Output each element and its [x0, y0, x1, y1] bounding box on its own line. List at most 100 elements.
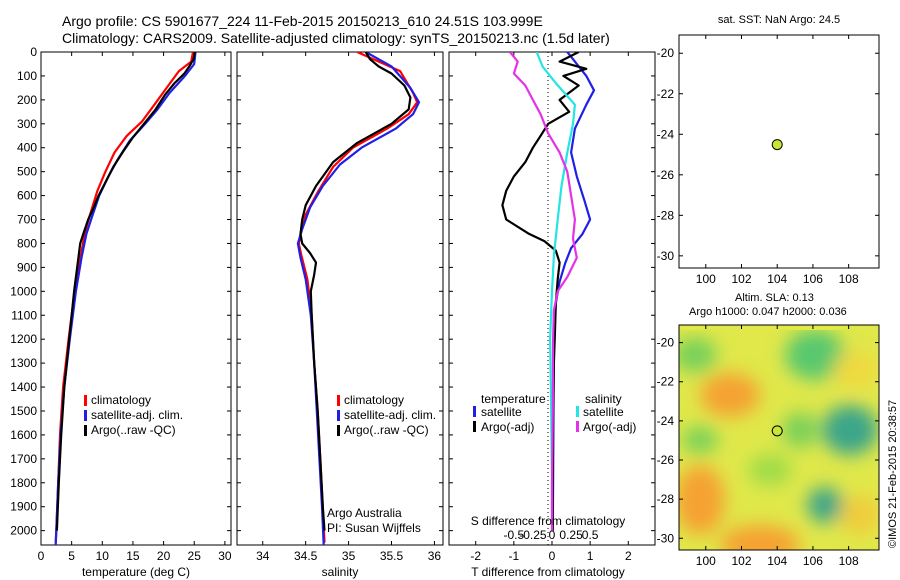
- x-tick-label: 35: [342, 549, 356, 563]
- legend-title-salinity: salinity: [585, 392, 622, 406]
- lat-tick-label: -24: [657, 127, 675, 141]
- lon-tick-label: 100: [696, 554, 716, 568]
- x-tick-label: 20: [157, 549, 171, 563]
- sst-map-ticks: 100 102 104 106 108 -20 -22 -24 -26 -28 -30: [657, 35, 879, 286]
- salinity-legend: climatology satellite-adj. clim. Argo(..…: [337, 393, 436, 437]
- temperature-panel: 0100200300400500600700800900100011001200…: [10, 45, 232, 579]
- argo-location-marker: [771, 425, 783, 437]
- difference-y-ticks: [449, 51, 655, 532]
- y-tick-label: 1900: [10, 500, 37, 514]
- series-line-argo-raw-qc-: [55, 52, 196, 531]
- legend-swatch-satellite-adj: [337, 410, 340, 421]
- y-tick-label: 1200: [10, 332, 37, 346]
- y-tick-label: 1100: [11, 308, 37, 322]
- sla-title: Altim. SLA: 0.13: [735, 292, 814, 304]
- y-tick-label: 1500: [10, 404, 37, 418]
- legend-swatch-temp-argo: [473, 421, 476, 432]
- y-tick-label: 1700: [10, 452, 37, 466]
- salinity-axes-frame: [236, 51, 444, 546]
- legend-swatch-climatology: [337, 395, 340, 406]
- x-tick-label: 35.5: [380, 549, 404, 563]
- lon-tick-label: 102: [731, 272, 751, 286]
- legend-swatch-satellite-adj: [84, 410, 87, 421]
- y-tick-label: 700: [17, 213, 37, 227]
- y-tick-label: 300: [17, 117, 37, 131]
- x-tick-label: 25: [188, 549, 202, 563]
- sla-map-ticks: 100 102 104 106 108 -20 -22 -24 -26 -28 -30: [657, 325, 879, 568]
- legend-swatch-temp-satellite: [473, 406, 476, 417]
- sst-map-panel: sat. SST: NaN Argo: 24.5 100 102 104 106 108…: [657, 14, 880, 286]
- y-tick-label: 600: [17, 189, 37, 203]
- legend-label-temp-argo: Argo(-adj): [481, 420, 534, 434]
- header-line-2: Climatology: CARS2009. Satellite-adjuste…: [62, 30, 610, 46]
- s-difference-xlabel: S difference from climatology: [471, 514, 626, 528]
- difference-legend: temperature salinity satellite Argo(-adj…: [473, 392, 636, 434]
- temperature-axes-frame: [40, 51, 232, 546]
- x-tick-label: 2: [625, 549, 632, 563]
- lat-tick-label: -26: [657, 453, 675, 467]
- lon-tick-label: 108: [839, 554, 859, 568]
- lon-tick-label: 108: [839, 272, 859, 286]
- salinity-profiles: [296, 52, 421, 545]
- series-line-climatology: [54, 52, 195, 543]
- x-tick-label: 34: [256, 549, 270, 563]
- series-line-argo-raw-qc-: [299, 52, 412, 531]
- legend-swatch-climatology: [84, 395, 87, 406]
- s-tick-label: -0.5: [504, 528, 525, 542]
- lon-tick-label: 106: [803, 554, 823, 568]
- y-tick-label: 400: [17, 141, 37, 155]
- lat-tick-label: -20: [657, 336, 675, 350]
- y-tick-label: 2000: [10, 524, 37, 538]
- series-line-satellite-adj-clim-: [296, 52, 421, 545]
- x-tick-label: 0: [549, 549, 556, 563]
- legend-label-argo: Argo(..raw -QC): [91, 423, 176, 437]
- x-tick-label: 5: [68, 549, 75, 563]
- salinity-y-ticks: [237, 51, 443, 532]
- series-line-salinity-argo-adj-: [509, 52, 578, 531]
- legend-swatch-argo: [84, 425, 87, 436]
- header-line-1: Argo profile: CS 5901677_224 11-Feb-2015…: [62, 13, 543, 29]
- legend-label-temp-satellite: satellite: [481, 405, 522, 419]
- legend-title-temperature: temperature: [481, 392, 546, 406]
- lat-tick-label: -30: [657, 249, 675, 263]
- lon-tick-label: 102: [731, 554, 751, 568]
- salinity-xlabel: salinity: [322, 565, 359, 579]
- s-tick-label: -0.25: [519, 528, 547, 542]
- x-tick-label: 10: [96, 549, 110, 563]
- y-tick-label: 1000: [10, 284, 37, 298]
- imos-timestamp: ©IMOS 21-Feb-2015 20:38:57: [887, 400, 899, 548]
- x-tick-label: 30: [218, 549, 232, 563]
- lat-tick-label: -26: [657, 168, 675, 182]
- legend-swatch-sal-argo: [576, 421, 579, 432]
- s-difference-ticks: -0.5-0.25 0 0.25 0.5: [504, 528, 599, 542]
- t-difference-x-axis: -2 -1 0 1 2: [470, 52, 632, 563]
- sla-map-frame: [678, 324, 880, 551]
- salinity-panel: 34 34.5 35 35.5 36 salinity climatology sate…: [236, 51, 444, 579]
- difference-panel: -2 -1 0 1 2 T difference from climatology S …: [448, 51, 656, 579]
- y-tick-label: 1300: [10, 356, 37, 370]
- sst-map-points: [771, 139, 783, 151]
- y-tick-label: 900: [17, 260, 37, 274]
- legend-swatch-argo: [337, 425, 340, 436]
- x-tick-label: 34.5: [294, 549, 318, 563]
- sst-map-frame: [678, 34, 880, 269]
- temperature-xlabel: temperature (deg C): [82, 565, 190, 579]
- credit-line-2: PI: Susan Wijffels: [327, 521, 421, 535]
- lon-tick-label: 104: [767, 554, 787, 568]
- sla-map-panel: Altim. SLA: 0.13 Argo h1000: 0.047 h2000…: [657, 292, 880, 568]
- series-line-temperature-argo-adj-: [501, 52, 588, 531]
- series-line-salinity-satellite: [535, 52, 577, 531]
- y-tick-label: 800: [17, 236, 37, 250]
- x-tick-label: 15: [126, 549, 140, 563]
- legend-label-climatology: climatology: [91, 393, 151, 407]
- x-tick-label: -2: [470, 549, 481, 563]
- y-tick-label: 1800: [10, 476, 37, 490]
- lon-tick-label: 100: [696, 272, 716, 286]
- legend-swatch-sal-satellite: [576, 406, 579, 417]
- y-tick-label: 500: [17, 165, 37, 179]
- temperature-profiles: [54, 52, 197, 545]
- legend-label-argo: Argo(..raw -QC): [344, 423, 429, 437]
- lon-tick-label: 106: [803, 272, 823, 286]
- s-tick-label: 0.25: [559, 528, 583, 542]
